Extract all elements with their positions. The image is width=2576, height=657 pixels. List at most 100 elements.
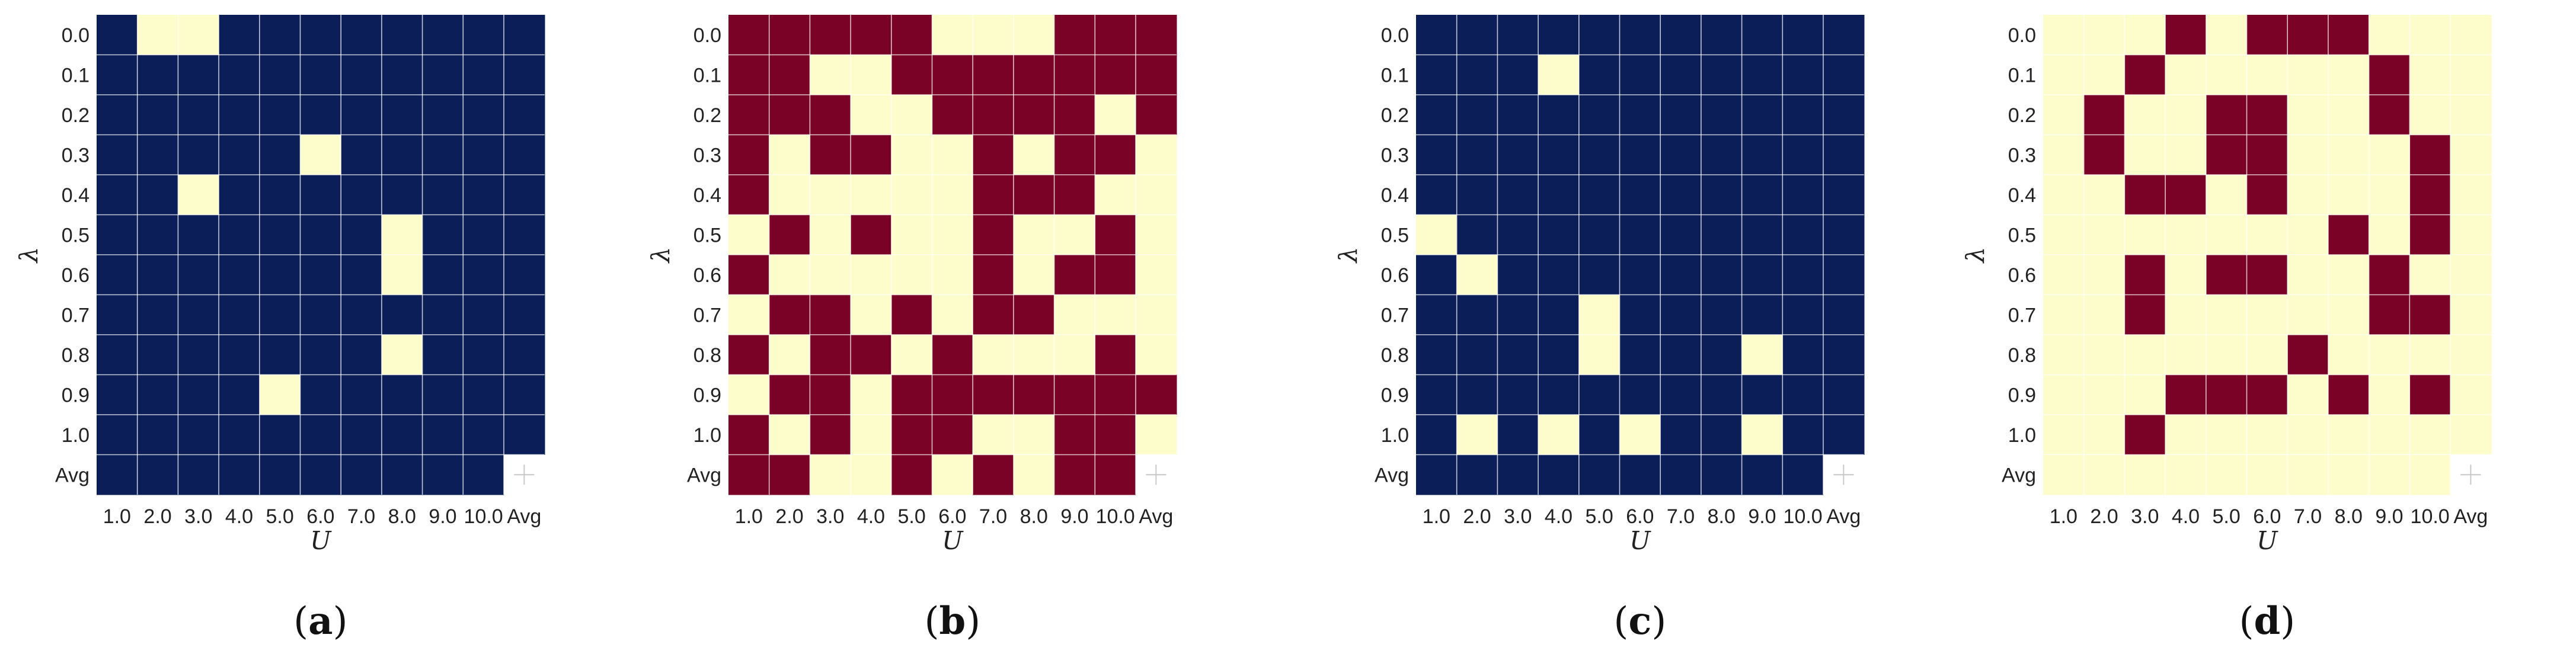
heatmap-cell <box>728 175 770 216</box>
heatmap-cell <box>973 15 1014 56</box>
heatmap-cell <box>381 294 423 335</box>
heatmap-cell <box>422 55 464 95</box>
heatmap-cell <box>1578 454 1621 495</box>
heatmap-cell <box>1538 55 1580 95</box>
y-tick-label: 0.0 <box>2008 24 2036 47</box>
heatmap-cell <box>851 214 892 255</box>
heatmap-cell <box>2409 335 2451 376</box>
heatmap-cell <box>2206 294 2248 335</box>
y-tick-label: 0.9 <box>1381 384 1409 406</box>
heatmap-cell <box>1013 374 1055 415</box>
heatmap-cell <box>2124 95 2166 136</box>
heatmap-cell <box>769 15 810 56</box>
heatmap-cell <box>1782 335 1824 376</box>
heatmap-cell <box>2165 214 2207 255</box>
heatmap-cell <box>1741 214 1783 255</box>
heatmap-cell <box>728 55 770 95</box>
heatmap-cell <box>1054 214 1095 255</box>
heatmap-cell <box>932 335 973 376</box>
heatmap-cell <box>1660 454 1702 495</box>
heatmap-cell <box>2206 335 2248 376</box>
heatmap-cell <box>504 294 545 335</box>
heatmap-cell <box>1823 335 1865 376</box>
heatmap-cell <box>1782 374 1824 415</box>
heatmap-cell <box>769 415 810 456</box>
y-tick-label: 0.0 <box>1381 24 1409 47</box>
heatmap-cell <box>2369 95 2410 136</box>
heatmap-cell <box>1416 134 1458 175</box>
heatmap-cell <box>2124 294 2166 335</box>
heatmap-cell <box>1013 415 1055 456</box>
x-axis-label: U <box>942 526 964 555</box>
heatmap-cell <box>1619 175 1661 216</box>
heatmap-cell <box>2287 15 2329 56</box>
heatmap-cell <box>1538 255 1580 296</box>
heatmap-cell <box>1095 175 1136 216</box>
x-tick-label: 6.0 <box>2253 505 2281 528</box>
heatmap-cell <box>1701 214 1743 255</box>
heatmap-cell <box>2165 415 2207 456</box>
heatmap-cell <box>1578 175 1621 216</box>
x-tick-label: 1.0 <box>735 505 763 528</box>
heatmap-cell <box>259 95 301 136</box>
heatmap-cell <box>1701 415 1743 456</box>
heatmap-cell <box>422 95 464 136</box>
heatmap-cell <box>2083 335 2125 376</box>
heatmap-cell <box>1497 454 1539 495</box>
heatmap-cell <box>422 175 464 216</box>
heatmap-cell <box>1782 95 1824 136</box>
heatmap-cell <box>463 214 504 255</box>
heatmap-cell <box>1095 374 1136 415</box>
y-tick-label: 0.1 <box>2008 64 2036 86</box>
heatmap-cell <box>728 335 770 376</box>
heatmap-cell <box>810 175 851 216</box>
heatmap-cell <box>2287 255 2329 296</box>
heatmap-cell <box>1782 214 1824 255</box>
heatmap-cell <box>1416 335 1458 376</box>
heatmap-cell <box>1136 415 1177 456</box>
heatmap-cell <box>1741 374 1783 415</box>
heatmap-cell <box>2328 415 2370 456</box>
x-tick-label: 1.0 <box>2050 505 2078 528</box>
y-tick-label: 0.0 <box>693 24 721 47</box>
heatmap-cell <box>178 255 219 296</box>
heatmap-cell <box>259 374 301 415</box>
heatmap-cell <box>259 255 301 296</box>
x-tick-label: 6.0 <box>938 505 966 528</box>
heatmap-cell <box>1136 255 1177 296</box>
x-tick-label: 7.0 <box>1667 505 1695 528</box>
heatmap-cell <box>728 415 770 456</box>
heatmap-cell <box>2450 55 2492 95</box>
heatmap-cell <box>2206 175 2248 216</box>
heatmap-cell <box>1013 95 1055 136</box>
heatmap-cell <box>1741 55 1783 95</box>
heatmap-cell <box>300 134 341 175</box>
heatmap-cell <box>1823 134 1865 175</box>
x-tick-label: 10.0 <box>1784 505 1823 528</box>
x-tick-label: 10.0 <box>1096 505 1135 528</box>
heatmap-cell <box>341 255 382 296</box>
y-tick-label: 0.9 <box>2008 384 2036 406</box>
heatmap-cell <box>2083 95 2125 136</box>
heatmap-cell <box>973 454 1014 495</box>
heatmap-cell <box>2083 15 2125 56</box>
heatmap-cell <box>851 175 892 216</box>
heatmap-cell <box>219 335 260 376</box>
heatmap-cell <box>300 214 341 255</box>
heatmap-cell <box>1660 134 1702 175</box>
panel-label: (c) <box>1613 599 1666 643</box>
heatmap-cell <box>2328 95 2370 136</box>
heatmap-cell <box>2409 134 2451 175</box>
heatmap-cell <box>1782 175 1824 216</box>
heatmap-cell <box>341 175 382 216</box>
heatmap-cell <box>1013 134 1055 175</box>
heatmap-cell <box>891 175 933 216</box>
heatmap-cell <box>422 214 464 255</box>
heatmap-cell <box>1578 134 1621 175</box>
heatmap-cell <box>1701 15 1743 56</box>
heatmap-cell <box>1095 454 1136 495</box>
heatmap-cell <box>381 255 423 296</box>
heatmap-cell <box>2369 454 2410 495</box>
x-tick-label: Avg <box>2453 505 2488 528</box>
heatmap-cell <box>1823 294 1865 335</box>
